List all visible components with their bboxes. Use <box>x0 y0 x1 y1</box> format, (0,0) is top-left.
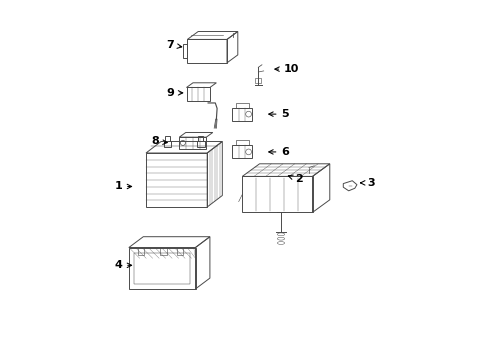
Text: 6: 6 <box>269 147 289 157</box>
Bar <box>197 141 204 147</box>
Text: 10: 10 <box>275 64 299 74</box>
Text: 8: 8 <box>151 136 167 147</box>
Text: 3: 3 <box>361 178 375 188</box>
Bar <box>232 145 252 158</box>
Text: 9: 9 <box>167 88 183 98</box>
Text: 1: 1 <box>114 181 132 192</box>
Text: 7: 7 <box>167 40 182 50</box>
Bar <box>198 136 203 141</box>
Text: 5: 5 <box>269 109 289 119</box>
Bar <box>164 141 171 147</box>
Bar <box>187 87 210 101</box>
Bar <box>179 137 206 149</box>
Bar <box>236 103 248 108</box>
Bar <box>232 108 252 121</box>
Bar <box>255 78 261 83</box>
Text: 4: 4 <box>114 260 132 270</box>
Bar <box>236 140 248 145</box>
Text: 2: 2 <box>288 174 303 184</box>
Bar <box>165 136 170 141</box>
